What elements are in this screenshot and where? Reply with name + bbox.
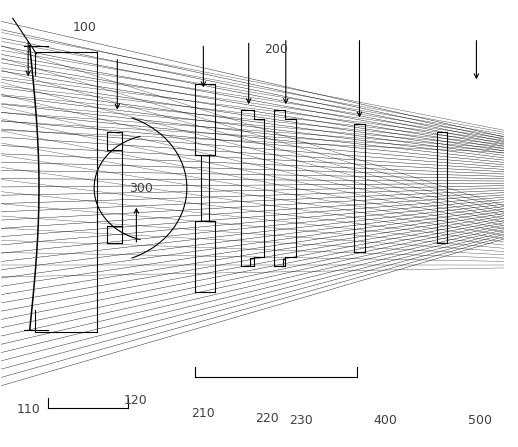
Text: 120: 120 xyxy=(123,394,147,407)
Text: 110: 110 xyxy=(17,403,40,416)
Text: 200: 200 xyxy=(264,43,288,56)
Text: 300: 300 xyxy=(129,182,153,195)
Text: 210: 210 xyxy=(191,407,215,420)
Text: 100: 100 xyxy=(73,21,96,34)
Text: 230: 230 xyxy=(289,414,313,427)
Text: 500: 500 xyxy=(468,414,492,427)
Text: 220: 220 xyxy=(255,412,279,425)
Text: 400: 400 xyxy=(373,414,397,427)
